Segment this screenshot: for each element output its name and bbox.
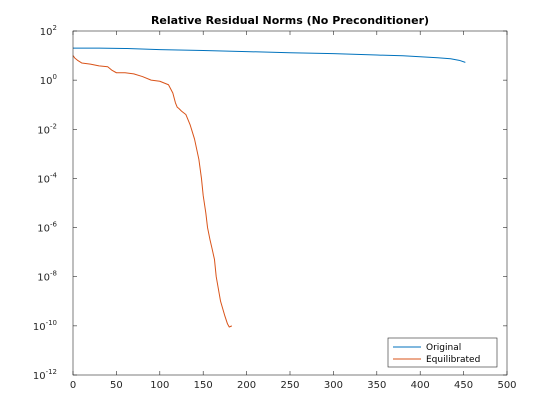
- x-tick-label: 150: [194, 380, 213, 391]
- plot-background: [73, 31, 507, 375]
- x-tick-label: 0: [70, 380, 76, 391]
- y-tick-label: 10-2: [37, 122, 57, 136]
- y-tick-label: 100: [40, 73, 57, 87]
- y-tick-label: 10-10: [33, 319, 57, 333]
- x-tick-label: 500: [497, 380, 516, 391]
- legend: Original Equilibrated: [387, 337, 498, 368]
- y-tick-label: 10-12: [33, 368, 57, 382]
- x-tick-label: 200: [237, 380, 256, 391]
- legend-box: [387, 337, 498, 368]
- x-tick-label: 250: [280, 380, 299, 391]
- chart-title: Relative Residual Norms (No Precondition…: [151, 14, 429, 27]
- x-tick-label: 100: [150, 380, 169, 391]
- series-line-original: [73, 47, 466, 63]
- x-tick-label: 300: [324, 380, 343, 391]
- y-tick-label: 10-8: [37, 270, 57, 284]
- series-layer: [72, 47, 466, 328]
- x-tick-label: 400: [411, 380, 430, 391]
- y-tick-label: 102: [40, 24, 57, 38]
- x-tick-label: 50: [110, 380, 123, 391]
- x-tick-label: 350: [367, 380, 386, 391]
- y-tick-label: 10-4: [37, 171, 57, 185]
- y-tick-label: 10-6: [37, 221, 57, 235]
- x-tick-label: 450: [454, 380, 473, 391]
- legend-label-original: Original: [426, 343, 461, 353]
- legend-label-equilibrated: Equilibrated: [426, 355, 480, 365]
- series-line-equilibrated: [72, 55, 233, 328]
- axes-layer: 0 50 100 150 200 250 300 350 400 450 500 102 100 10-2…: [33, 24, 517, 391]
